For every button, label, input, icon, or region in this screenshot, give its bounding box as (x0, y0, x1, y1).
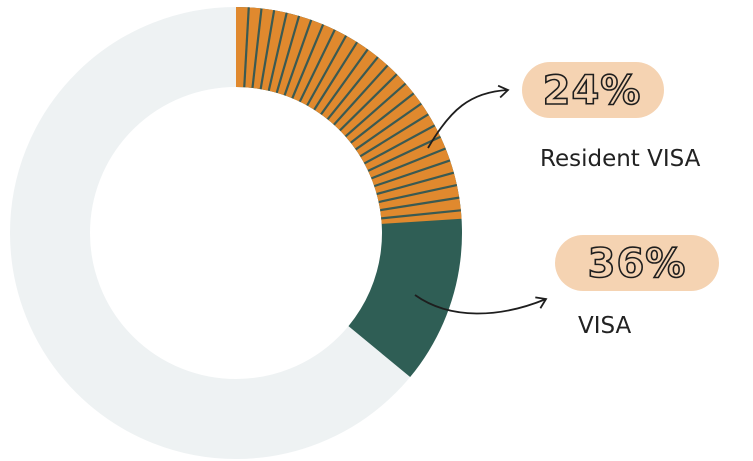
stripe (344, 82, 407, 138)
stripe (370, 147, 447, 180)
arrow (414, 294, 547, 315)
category-label: Resident VISA (540, 146, 701, 172)
stripe (306, 35, 348, 107)
stripe (259, 10, 276, 90)
stripe (320, 48, 369, 115)
stripe (298, 29, 336, 103)
stripe (350, 92, 415, 144)
stripe (267, 12, 288, 91)
stripe (275, 15, 301, 94)
ring (10, 7, 462, 459)
stripe (313, 41, 359, 111)
stripe (381, 209, 461, 220)
segment (236, 7, 462, 224)
value-label: 24% (543, 68, 642, 114)
stripe (243, 7, 250, 88)
value-label: 36% (588, 241, 687, 287)
value-pill (522, 62, 664, 118)
stripe (380, 196, 460, 212)
stripe (355, 102, 422, 151)
arrow (427, 89, 509, 149)
stripe (339, 73, 398, 132)
stripe (283, 19, 313, 96)
stripe (326, 56, 379, 121)
stripe (291, 24, 325, 99)
arrow-head (497, 84, 510, 99)
stripe (251, 8, 263, 89)
stripe (359, 113, 429, 158)
category-label: VISA (578, 313, 632, 339)
stripe (378, 184, 458, 204)
stripe (367, 135, 441, 172)
annotations: 24% Resident VISA 36% VISA (414, 62, 719, 339)
arrow-head (535, 296, 548, 309)
stripe (333, 64, 389, 126)
stripe (363, 124, 436, 165)
stripe (373, 159, 451, 188)
stripe (376, 171, 455, 196)
value-pill (555, 235, 719, 291)
